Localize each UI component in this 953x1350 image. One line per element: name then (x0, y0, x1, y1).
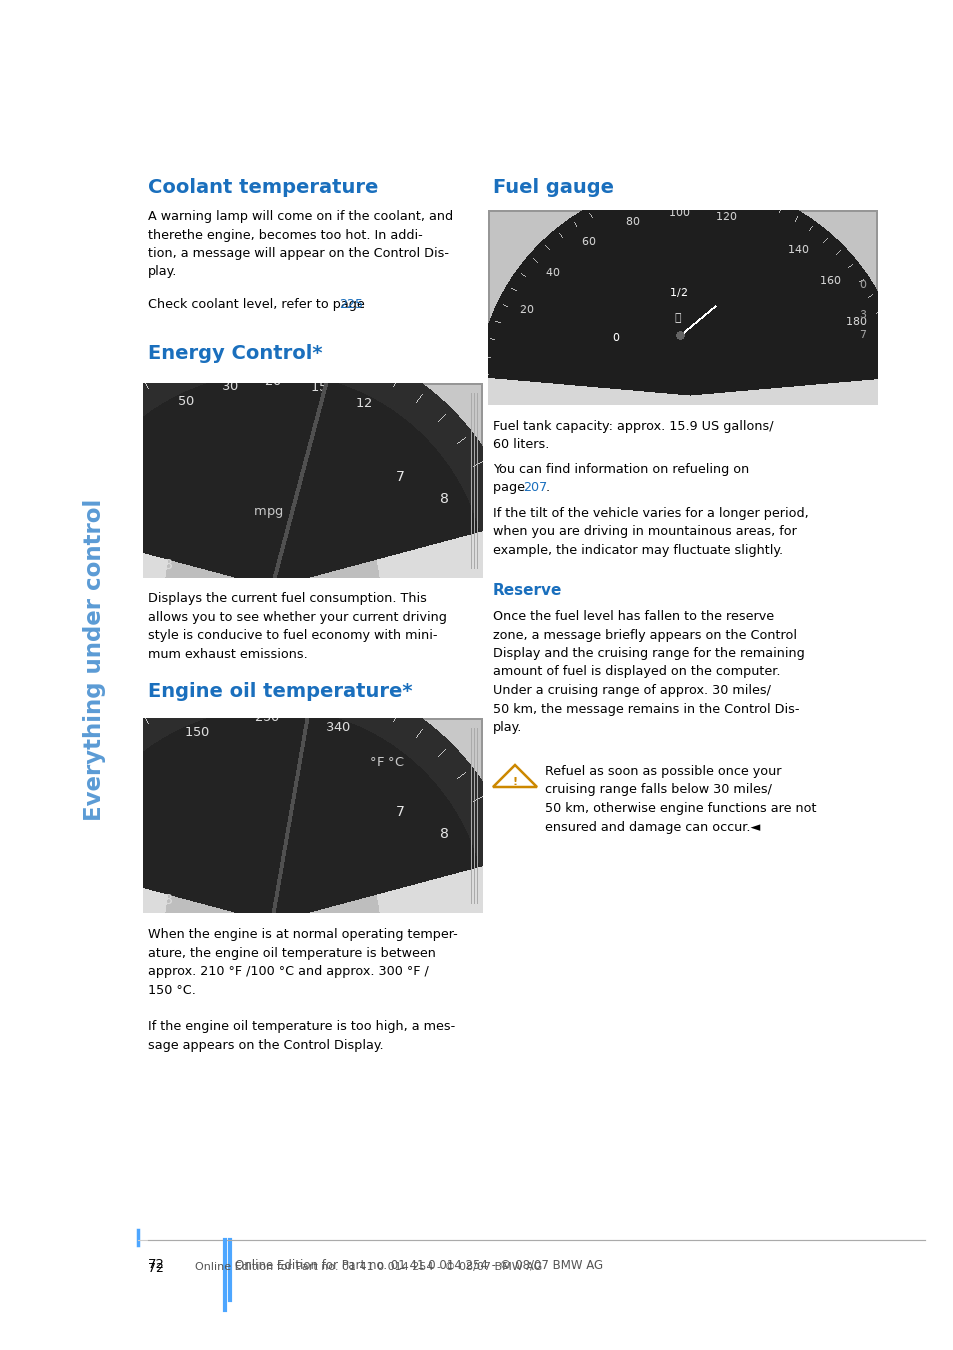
Text: page: page (493, 481, 529, 494)
Text: Displays the current fuel consumption. This: Displays the current fuel consumption. T… (148, 593, 426, 605)
Text: 225: 225 (338, 298, 363, 311)
Text: Fuel gauge: Fuel gauge (493, 178, 614, 197)
Text: Online Edition for Part no. 01 41 0 014 254 - © 08/07 BMW AG: Online Edition for Part no. 01 41 0 014 … (194, 1262, 541, 1272)
Text: 50 km, otherwise engine functions are not: 50 km, otherwise engine functions are no… (544, 802, 816, 815)
Text: Engine oil temperature*: Engine oil temperature* (148, 682, 412, 701)
Text: Once the fuel level has fallen to the reserve: Once the fuel level has fallen to the re… (493, 610, 773, 622)
Text: style is conducive to fuel economy with mini-: style is conducive to fuel economy with … (148, 629, 437, 643)
Text: Refuel as soon as possible once your: Refuel as soon as possible once your (544, 765, 781, 778)
Text: sage appears on the Control Display.: sage appears on the Control Display. (148, 1038, 383, 1052)
Text: amount of fuel is displayed on the computer.: amount of fuel is displayed on the compu… (493, 666, 780, 679)
Text: You can find information on refueling on: You can find information on refueling on (493, 463, 748, 477)
Text: ature, the engine oil temperature is between: ature, the engine oil temperature is bet… (148, 946, 436, 960)
Text: 72: 72 (148, 1262, 164, 1274)
Text: tion, a message will appear on the Control Dis-: tion, a message will appear on the Contr… (148, 247, 449, 261)
Text: example, the indicator may fluctuate slightly.: example, the indicator may fluctuate sli… (493, 544, 782, 558)
Text: If the tilt of the vehicle varies for a longer period,: If the tilt of the vehicle varies for a … (493, 508, 808, 520)
Text: .: . (360, 298, 365, 311)
Text: cruising range falls below 30 miles/: cruising range falls below 30 miles/ (544, 783, 771, 796)
Text: Fuel tank capacity: approx. 15.9 US gallons/: Fuel tank capacity: approx. 15.9 US gall… (493, 420, 773, 433)
Text: play.: play. (148, 266, 177, 278)
Text: therethe engine, becomes too hot. In addi-: therethe engine, becomes too hot. In add… (148, 228, 422, 242)
Text: Online Edition for Part no. 01 41 0 014 254 - © 08/07 BMW AG: Online Edition for Part no. 01 41 0 014 … (234, 1258, 602, 1270)
Text: 150 °C.: 150 °C. (148, 984, 195, 996)
Text: mum exhaust emissions.: mum exhaust emissions. (148, 648, 308, 660)
Text: Check coolant level, refer to page: Check coolant level, refer to page (148, 298, 369, 311)
Text: Coolant temperature: Coolant temperature (148, 178, 378, 197)
Text: play.: play. (493, 721, 522, 734)
Text: A warning lamp will come on if the coolant, and: A warning lamp will come on if the coola… (148, 211, 453, 223)
Text: When the engine is at normal operating temper-: When the engine is at normal operating t… (148, 927, 457, 941)
Text: allows you to see whether your current driving: allows you to see whether your current d… (148, 610, 446, 624)
Text: ensured and damage can occur.◄: ensured and damage can occur.◄ (544, 821, 760, 833)
Text: 60 liters.: 60 liters. (493, 439, 549, 451)
Text: zone, a message briefly appears on the Control: zone, a message briefly appears on the C… (493, 629, 796, 641)
Text: approx. 210 °F /100 °C and approx. 300 °F /: approx. 210 °F /100 °C and approx. 300 °… (148, 965, 428, 977)
Text: Display and the cruising range for the remaining: Display and the cruising range for the r… (493, 647, 804, 660)
Text: Energy Control*: Energy Control* (148, 344, 322, 363)
Text: when you are driving in mountainous areas, for: when you are driving in mountainous area… (493, 525, 796, 539)
Text: 50 km, the message remains in the Control Dis-: 50 km, the message remains in the Contro… (493, 702, 799, 716)
Text: !: ! (512, 778, 517, 787)
Text: .: . (545, 481, 550, 494)
Text: Under a cruising range of approx. 30 miles/: Under a cruising range of approx. 30 mil… (493, 684, 770, 697)
Text: If the engine oil temperature is too high, a mes-: If the engine oil temperature is too hig… (148, 1021, 455, 1033)
Text: 72: 72 (148, 1258, 165, 1270)
Text: Reserve: Reserve (493, 583, 561, 598)
Text: 207: 207 (522, 481, 547, 494)
Text: Everything under control: Everything under control (84, 500, 107, 821)
